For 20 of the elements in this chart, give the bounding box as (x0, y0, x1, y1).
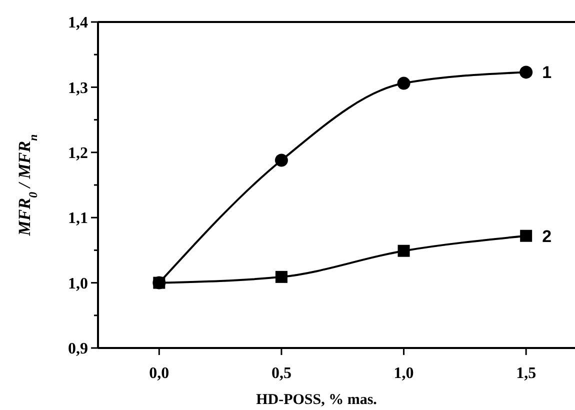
x-tick-label: 1,0 (394, 365, 414, 382)
point (275, 270, 288, 283)
point (274, 154, 288, 167)
x-tick-label: 0,0 (149, 365, 170, 382)
y-tick-label: 1,3 (68, 80, 88, 97)
y-tick-label: 1,2 (68, 145, 88, 162)
series-label: 2 (542, 226, 552, 246)
y-tick-label: 0,9 (68, 340, 88, 358)
y-tick-label: 1,1 (68, 210, 88, 228)
point (520, 66, 533, 79)
x-tick-label: 1,5 (516, 365, 536, 382)
y-tick-label: 1,0 (68, 275, 88, 292)
x-axis-title: HD-POSS, % mas. (256, 392, 378, 408)
x-tick-label: 0,5 (271, 365, 292, 382)
series-label: 1 (542, 63, 552, 82)
point (397, 76, 410, 90)
y-tick-label: 1,4 (68, 14, 88, 32)
point (153, 276, 166, 289)
point (398, 244, 410, 257)
point (520, 230, 532, 242)
